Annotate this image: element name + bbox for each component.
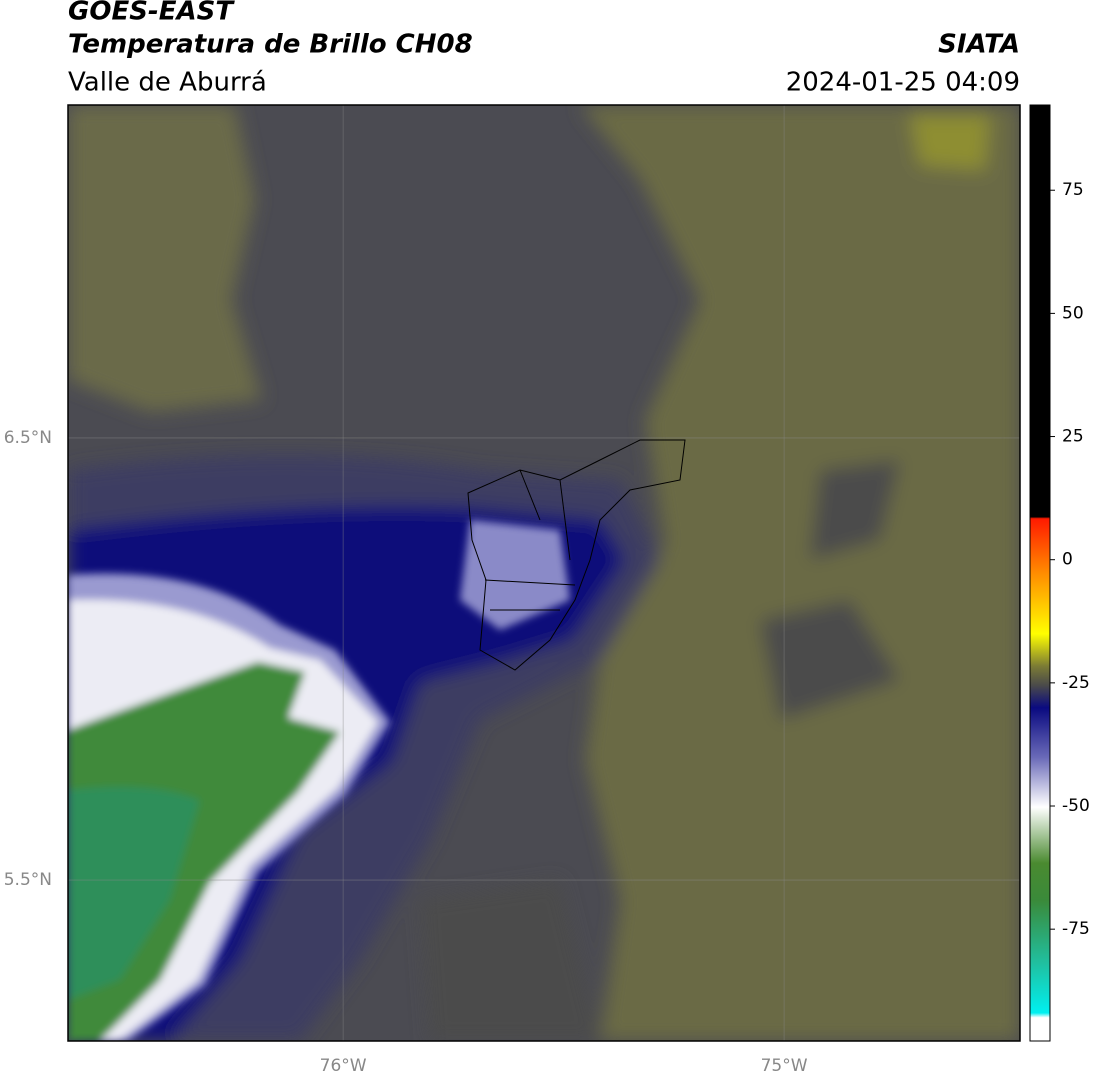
colorbar-tick-label: -50 <box>1062 796 1090 816</box>
colorbar-tick-label: 75 <box>1062 180 1084 200</box>
colorbar-tick-label: 50 <box>1062 303 1084 323</box>
lon-tick-label: 75°W <box>761 1056 808 1076</box>
colorbar-tick-label: 25 <box>1062 427 1084 447</box>
colorbar-tick-label: 0 <box>1062 550 1073 570</box>
map-frame <box>67 104 1021 1042</box>
title: GOES-EAST <box>68 0 235 27</box>
colorbar <box>1029 104 1051 1042</box>
source: SIATA <box>938 30 1020 60</box>
lat-tick-label: 6.5°N <box>4 428 52 448</box>
lon-tick-label: 76°W <box>320 1056 367 1076</box>
subtitle: Temperatura de Brillo CH08 <box>68 30 473 60</box>
colorbar-tick-label: -75 <box>1062 919 1090 939</box>
datetime: 2024-01-25 04:09 <box>786 68 1020 98</box>
graticule <box>68 105 1020 1041</box>
municipal-boundaries <box>467 439 686 671</box>
satellite-image <box>68 105 1020 1041</box>
lat-tick-label: 5.5°N <box>4 870 52 890</box>
region: Valle de Aburrá <box>68 68 267 98</box>
colorbar-tick-label: -25 <box>1062 673 1090 693</box>
